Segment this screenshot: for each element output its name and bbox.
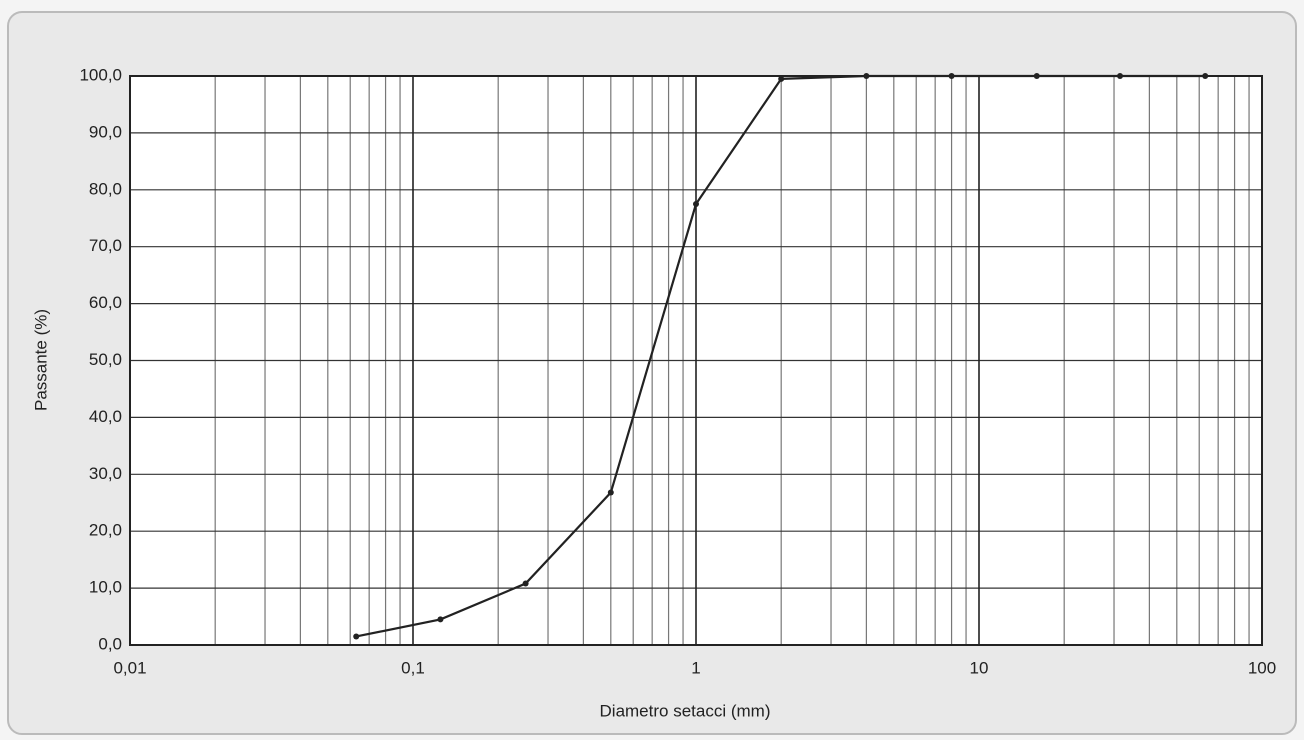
y-tick-label: 0,0	[98, 634, 122, 653]
x-tick-label: 0,01	[113, 658, 146, 677]
data-point	[522, 580, 529, 587]
x-tick-label: 100	[1248, 658, 1276, 677]
y-tick-label: 90,0	[89, 122, 122, 141]
y-tick-label: 30,0	[89, 464, 122, 483]
data-point	[948, 73, 955, 79]
data-point	[693, 201, 699, 208]
y-tick-label: 100,0	[79, 65, 122, 84]
y-tick-label: 40,0	[89, 407, 122, 426]
y-tick-label: 60,0	[89, 293, 122, 312]
data-point	[1033, 73, 1040, 79]
data-point	[353, 633, 360, 640]
data-point	[607, 489, 614, 496]
x-axis-label: Diametro setacci (mm)	[600, 701, 771, 720]
y-tick-label: 10,0	[89, 578, 122, 597]
data-point	[778, 75, 785, 82]
x-tick-label: 1	[691, 658, 700, 677]
y-axis-label: Passante (%)	[31, 309, 50, 411]
x-tick-label: 10	[970, 658, 989, 677]
y-tick-label: 20,0	[89, 521, 122, 540]
y-tick-label: 70,0	[89, 236, 122, 255]
x-tick-label: 0,1	[401, 658, 425, 677]
y-tick-label: 50,0	[89, 350, 122, 369]
data-point	[863, 73, 870, 79]
data-point	[1117, 73, 1124, 79]
data-point	[1202, 73, 1209, 79]
y-tick-label: 80,0	[89, 179, 122, 198]
plot-border	[129, 75, 1263, 646]
data-point	[437, 616, 444, 623]
